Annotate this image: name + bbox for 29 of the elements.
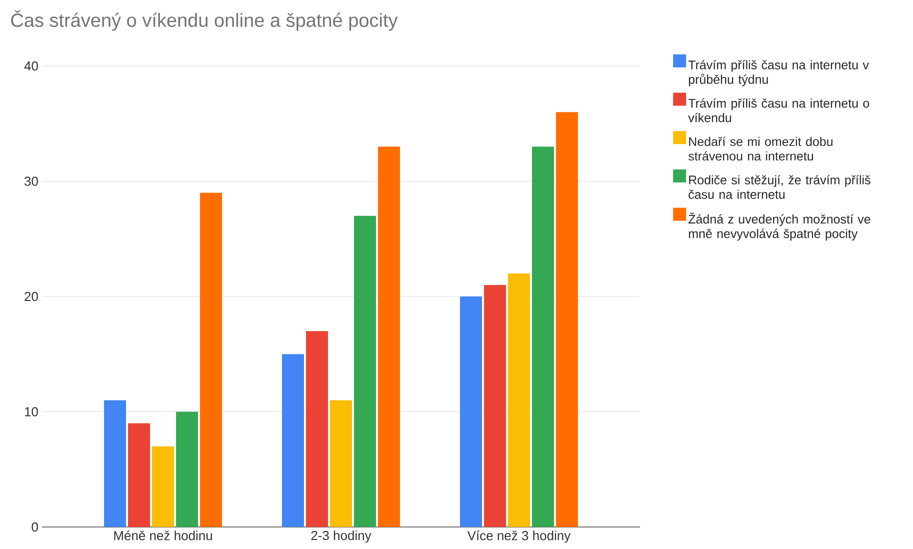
x-tick-label: 2-3 hodiny — [311, 530, 372, 543]
bar — [484, 284, 506, 527]
legend-label: Trávím příliš času na internetu o víkendu — [688, 98, 870, 122]
bar — [176, 412, 198, 527]
bar — [556, 112, 578, 527]
legend-label: Rodiče si stěžují, že trávím příliš času na internetu — [688, 175, 870, 199]
bar — [104, 400, 126, 527]
y-tick-label: 30 — [24, 176, 38, 186]
x-tick-label: Více než 3 hodiny — [467, 530, 571, 543]
x-tick-label: Méně než hodinu — [114, 530, 212, 540]
legend-label: Nedaří se mi omezit dobu strávenou na internetu — [688, 136, 832, 161]
bar — [306, 331, 328, 527]
y-tick-label: 40 — [24, 61, 38, 71]
legend-label: Žádná z uvedených možností ve mně nevyvolává špatné pocity — [688, 212, 870, 241]
legend-label: Trávím příliš času na internetu v průběhu týdnu — [688, 60, 869, 86]
y-tick-label: 20 — [24, 292, 38, 302]
bar — [508, 273, 530, 527]
bar — [460, 296, 482, 527]
chart-title: Čas strávený o víkendu online a špatné pocity — [11, 10, 398, 31]
bar — [354, 216, 376, 527]
bar — [128, 423, 150, 527]
bar — [152, 446, 174, 527]
y-tick-label: 10 — [24, 407, 38, 416]
bar — [200, 192, 222, 527]
y-tick-label: 0 — [32, 522, 38, 532]
bar — [282, 354, 304, 527]
bar — [330, 400, 352, 527]
bar — [532, 146, 554, 527]
bar — [378, 146, 400, 527]
